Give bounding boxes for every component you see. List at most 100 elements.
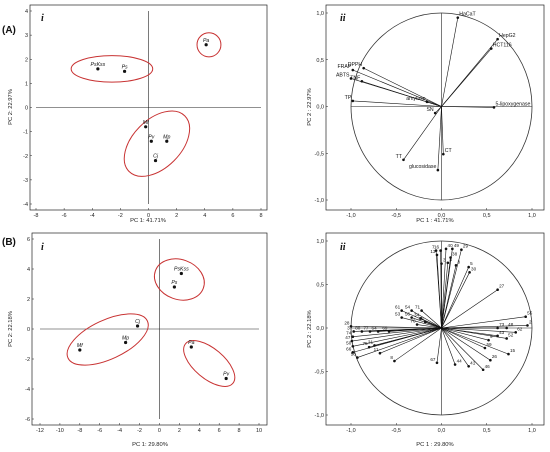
- a-ii-loading-point: [362, 66, 365, 70]
- b-ii-loading-point: [507, 352, 510, 356]
- b-ii-loading-label: 3: [443, 258, 446, 263]
- b-ii-loading-label: 75: [362, 341, 368, 346]
- b-i-group-ellipse: [66, 313, 149, 366]
- b-ii-ytick-label: 1,0: [316, 239, 324, 245]
- a-i-xtick-label: 2: [175, 213, 178, 219]
- panel-b-ii-ylabel: PC 2 : 22.18%: [307, 310, 313, 347]
- b-i-xtick-label: -6: [97, 428, 102, 434]
- b-ii-loading-label: 58: [351, 352, 357, 357]
- b-i-xtick-label: -8: [77, 428, 82, 434]
- b-i-score-point: [189, 345, 193, 349]
- b-ii-loading-point: [350, 339, 354, 343]
- a-ii-loading-label: TP: [345, 95, 352, 101]
- b-ii-loading-vector: [352, 327, 442, 347]
- b-i-ytick-label: 6: [27, 237, 30, 243]
- b-ii-loading-vector: [441, 327, 491, 361]
- b-ii-loading-point: [420, 309, 423, 312]
- a-ii-loading-label: ABTS: [336, 72, 350, 78]
- b-ii-loading-label: 35: [419, 316, 425, 321]
- b-i-xtick-label: -12: [36, 428, 44, 434]
- b-ii-loading-label: 29: [463, 244, 469, 249]
- b-ii-loading-vector: [401, 317, 442, 329]
- panel-a-ii-xlabel: PC 1 : 41.71%: [416, 218, 453, 224]
- b-ii-loading-label: 26: [492, 354, 498, 359]
- a-i-ytick-label: -2: [23, 154, 28, 160]
- b-ii-loading-vector: [436, 254, 442, 329]
- b-ii-loading-label: 56: [405, 312, 411, 317]
- b-ii-loading-point: [352, 330, 356, 333]
- b-i-xtick-label: 2: [178, 428, 181, 434]
- b-ii-loading-vector: [351, 327, 442, 342]
- a-ii-loading-vector: [352, 69, 442, 107]
- b-i-xtick-label: -10: [56, 428, 64, 434]
- b-ii-loading-point: [410, 316, 413, 319]
- a-ii-loading-vector: [437, 106, 442, 171]
- a-ii-loading-point: [425, 100, 429, 104]
- a-ii-loading-point: [456, 16, 460, 19]
- a-ii-loading-point: [351, 68, 355, 72]
- b-i-score-label: Pv: [223, 372, 229, 378]
- a-ii-loading-vector: [403, 106, 442, 160]
- b-ii-loading-label: 77: [363, 325, 369, 330]
- a-ii-loading-point: [360, 79, 364, 83]
- a-ii-loading-label: TT: [396, 154, 403, 160]
- b-ii-loading-label: 74: [346, 331, 352, 336]
- a-ii-loading-label: 5-lipoxygenase: [495, 101, 530, 107]
- b-ii-loading-point: [496, 288, 499, 292]
- b-i-score-label: Mp: [122, 336, 129, 342]
- a-ii-loading-label: CT: [445, 148, 453, 154]
- b-ii-loading-vector: [441, 327, 516, 333]
- b-ii-loading-label: 40: [448, 243, 454, 248]
- b-ii-loading-label: 62: [517, 326, 523, 331]
- b-ii-loading-point: [524, 315, 527, 318]
- b-ii-loading-vector: [441, 327, 509, 355]
- b-ii-loading-label: 66: [346, 346, 352, 351]
- a-ii-loading-label: glucosidase: [409, 164, 437, 170]
- b-ii-loading-label: 21: [368, 339, 374, 344]
- a-ii-loading-label: FRAP: [337, 64, 351, 70]
- a-ii-loading-vector: [426, 101, 442, 107]
- a-i-xtick-label: 4: [203, 213, 206, 219]
- b-i-score-label: Mf: [77, 343, 83, 349]
- panel-b-i-ylabel: PC 2: 22.18%: [8, 311, 14, 347]
- b-ii-loading-label: 30: [471, 266, 477, 271]
- a-i-score-label: Ps: [122, 64, 128, 70]
- b-ii-loading-point: [514, 331, 518, 334]
- b-ii-loading-label: 80: [355, 325, 361, 330]
- a-i-group-ellipse: [70, 55, 154, 83]
- a-i-score-label: Pv: [148, 134, 154, 140]
- b-ii-loading-vector: [441, 248, 447, 329]
- section-label-b: (B): [2, 237, 16, 248]
- b-ii-loading-vector: [441, 257, 451, 329]
- a-i-score-point: [153, 158, 158, 163]
- b-ii-loading-label: 28: [344, 320, 350, 325]
- b-ii-loading-label: 13: [430, 249, 436, 254]
- b-ii-loading-point: [467, 364, 470, 368]
- a-i-score-point: [122, 69, 127, 73]
- b-ii-loading-label: 59: [486, 342, 492, 347]
- b-i-group-ellipse: [183, 340, 236, 387]
- b-ii-loading-label: 64: [372, 325, 378, 330]
- b-ii-loading-label: 67: [430, 357, 436, 362]
- a-ii-loading-vector: [441, 106, 494, 108]
- b-ii-loading-label: 47: [345, 335, 351, 340]
- a-i-ytick-label: 1: [25, 81, 28, 87]
- b-ii-loading-vector: [350, 325, 442, 329]
- b-i-score-label: Pa: [188, 340, 194, 346]
- b-ii-loading-point: [439, 249, 442, 252]
- b-ii-loading-vector: [441, 327, 489, 341]
- a-i-ytick-label: 3: [25, 33, 28, 39]
- b-ii-loading-point: [451, 247, 454, 251]
- a-ii-xtick-label: 0,0: [438, 213, 446, 219]
- b-ii-loading-vector: [441, 316, 526, 329]
- b-i-xtick-label: 8: [238, 428, 241, 434]
- a-ii-loading-point: [442, 152, 445, 156]
- b-ii-loading-label: 16: [434, 245, 440, 250]
- b-i-score-point: [135, 324, 140, 328]
- b-ii-loading-label: 70: [410, 319, 416, 324]
- a-i-score-point: [204, 43, 208, 47]
- a-ii-loading-point: [492, 106, 496, 109]
- b-ii-loading-label: 52: [508, 332, 514, 337]
- b-ii-loading-label: 8: [457, 259, 460, 264]
